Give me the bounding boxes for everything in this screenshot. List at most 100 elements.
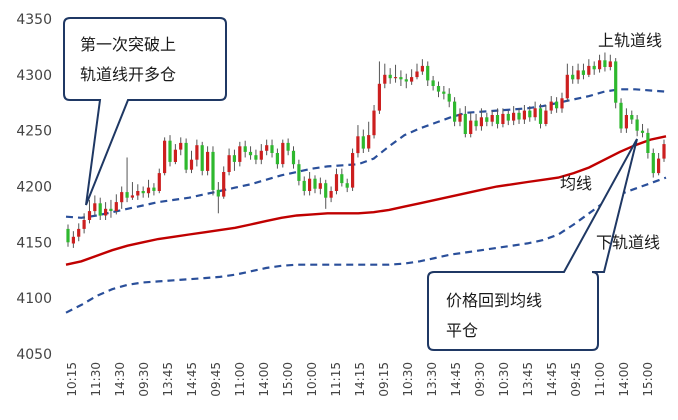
candle xyxy=(98,197,102,220)
candle xyxy=(565,63,569,102)
candle xyxy=(533,101,537,121)
candle-body xyxy=(549,101,553,111)
candle-body xyxy=(173,149,177,162)
candle xyxy=(324,179,328,209)
candle xyxy=(640,123,645,138)
candle xyxy=(146,179,151,198)
candle-body xyxy=(297,164,301,181)
candle-body xyxy=(372,110,376,136)
candle xyxy=(120,186,124,209)
candle xyxy=(334,168,339,195)
candle-body xyxy=(640,130,645,133)
candle-body xyxy=(157,173,161,191)
x-tick-label: 14:00 xyxy=(617,362,631,397)
x-tick-label: 11:15 xyxy=(329,362,343,397)
candle xyxy=(302,176,306,196)
candle xyxy=(410,69,414,85)
x-tick-label: 14:30 xyxy=(113,362,127,397)
candle-body xyxy=(485,117,489,122)
x-tick-label: 14:15 xyxy=(353,362,367,397)
close-callout-line-1: 价格回到均线 xyxy=(446,291,542,310)
candle-body xyxy=(517,112,521,120)
candle-body xyxy=(248,151,253,156)
candle-body xyxy=(334,174,339,191)
candle-body xyxy=(184,142,188,170)
candle-body xyxy=(141,191,145,194)
candle xyxy=(227,148,231,176)
candle-body xyxy=(200,145,204,171)
candle xyxy=(598,54,602,73)
candle-body xyxy=(265,145,269,151)
candle-body xyxy=(442,91,446,94)
candle-body xyxy=(458,113,462,122)
x-tick-label: 09:30 xyxy=(137,362,151,397)
candle-body xyxy=(275,153,279,165)
candle-body xyxy=(576,70,580,80)
candle xyxy=(270,139,274,158)
candle xyxy=(372,104,376,139)
candle xyxy=(168,135,172,167)
candle-body xyxy=(447,93,451,102)
candle xyxy=(173,144,177,165)
candle xyxy=(512,106,516,126)
candle-body xyxy=(555,101,559,109)
candle xyxy=(404,73,408,89)
candle-body xyxy=(98,203,102,216)
x-tick-label: 15:00 xyxy=(281,362,295,397)
candle-body xyxy=(125,192,129,198)
candle-body xyxy=(404,79,408,82)
candle-body xyxy=(431,80,435,86)
candle xyxy=(361,129,365,153)
candle-body xyxy=(388,74,392,79)
candle-body xyxy=(522,110,526,120)
candle xyxy=(286,138,290,156)
candle xyxy=(388,68,392,84)
x-tick-label: 09:45 xyxy=(569,362,583,397)
x-tick-label: 13:45 xyxy=(521,362,535,397)
candle xyxy=(528,106,532,122)
candle-body xyxy=(168,140,172,162)
candle xyxy=(474,113,478,131)
candle-body xyxy=(587,65,591,75)
candle xyxy=(281,139,285,168)
candle-body xyxy=(361,136,365,149)
candle xyxy=(420,59,424,75)
candle-body xyxy=(630,115,634,120)
candle xyxy=(383,63,387,89)
candle-body xyxy=(259,150,263,160)
middle-band-label: 均线 xyxy=(560,174,592,193)
candle-body xyxy=(614,61,618,103)
x-tick-label: 14:45 xyxy=(545,362,559,397)
breakout-callout: 第一次突破上 轨道线开多仓 xyxy=(63,17,227,206)
candle-body xyxy=(227,155,231,172)
candle xyxy=(453,97,457,127)
candle xyxy=(109,199,113,218)
candle-body xyxy=(136,191,140,196)
candle-body xyxy=(410,77,414,82)
candle-body xyxy=(114,202,118,211)
candle-body xyxy=(420,65,424,72)
candle xyxy=(571,65,575,84)
candle-body xyxy=(71,236,75,244)
candle-body xyxy=(651,153,655,174)
x-tick-label: 10:00 xyxy=(305,362,319,397)
candle-body xyxy=(130,195,134,198)
candle-body xyxy=(82,220,86,229)
candle xyxy=(544,104,548,127)
candle-body xyxy=(195,145,199,160)
candle xyxy=(463,106,467,138)
candle-body xyxy=(657,158,661,174)
candle xyxy=(517,108,521,124)
candle xyxy=(291,146,296,169)
candle xyxy=(630,110,634,124)
candle-body xyxy=(302,180,306,191)
candle xyxy=(206,146,210,176)
candle-body xyxy=(495,115,500,124)
candle xyxy=(431,75,435,91)
x-tick-label: 09:15 xyxy=(377,362,391,397)
candle xyxy=(555,97,559,113)
candle-body xyxy=(474,120,478,127)
candle xyxy=(592,61,596,75)
candle xyxy=(345,178,349,193)
candle xyxy=(646,128,650,159)
